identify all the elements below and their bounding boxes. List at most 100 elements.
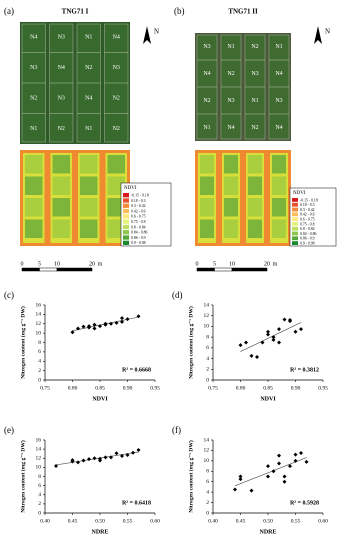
data-point: [293, 452, 298, 457]
x-tick-label: 0.55: [291, 518, 301, 524]
legend-swatch: [123, 214, 129, 219]
plot-label: N2: [85, 65, 92, 71]
y-tick-label: 12: [204, 313, 210, 319]
legend-swatch: [292, 241, 298, 245]
legend-label: -0.15 - 0.18: [131, 194, 149, 198]
ndvi-plot: [248, 155, 262, 174]
y-tick-label: 2: [206, 367, 209, 373]
legend-label: 0.6 - 0.75: [131, 215, 146, 219]
data-point: [304, 459, 309, 464]
y-tick-label: 0: [38, 510, 41, 516]
y-tick-label: 6: [38, 483, 41, 489]
plot-label: N2: [113, 96, 120, 102]
legend-swatch: [292, 198, 298, 202]
x-tick-label: 0.50: [263, 518, 273, 524]
data-point: [98, 324, 102, 329]
x-tick-label: 0.45: [68, 518, 78, 524]
y-tick-label: 0: [206, 510, 209, 516]
panel-label: (d): [172, 290, 183, 300]
plot-label: N4: [275, 71, 282, 77]
plot-label: N3: [113, 65, 120, 71]
y-axis-label: Nitrogen content (mg g⁻¹ DW): [19, 440, 26, 513]
plot-label: N2: [251, 125, 258, 131]
scale-label: 10: [54, 261, 60, 267]
plot-label: N4: [203, 71, 210, 77]
legend-swatch: [292, 217, 298, 221]
data-point: [282, 317, 287, 322]
ndvi-plot: [25, 198, 43, 217]
ndvi-plot: [107, 198, 125, 217]
legend-box: [120, 182, 172, 247]
x-tick-label: 0.90: [123, 385, 133, 391]
plot-label: N1: [203, 125, 210, 131]
legend-swatch: [292, 231, 298, 236]
r-squared: R² = 0.6418: [122, 500, 151, 506]
y-tick-label: 10: [36, 330, 42, 336]
data-point: [103, 455, 108, 460]
data-point: [282, 474, 287, 479]
legend-box: [289, 187, 337, 247]
legend-label: 0.84 - 0.86: [300, 232, 317, 236]
data-point: [293, 329, 298, 334]
plot-label: N1: [251, 98, 258, 104]
ndvi-plot: [107, 219, 125, 238]
legend-swatch: [123, 203, 129, 208]
plot-label: N2: [58, 126, 65, 132]
ndvi-plot: [80, 176, 98, 195]
data-point: [54, 464, 58, 469]
data-point: [282, 479, 287, 484]
data-point: [277, 461, 281, 466]
y-tick-label: 12: [36, 456, 42, 462]
plot-label: N1: [85, 35, 92, 41]
data-point: [120, 319, 124, 324]
y-tick-label: 2: [38, 368, 41, 374]
ndvi-plot: [52, 219, 70, 238]
ndvi-plot: [224, 155, 238, 174]
plot-label: N2: [113, 126, 120, 132]
y-tick-label: 4: [38, 359, 41, 365]
plot-label: N3: [58, 35, 65, 41]
data-point: [131, 450, 135, 455]
ndvi-plot: [248, 219, 262, 238]
data-point: [87, 457, 91, 462]
data-point: [92, 322, 97, 327]
legend-swatch: [292, 222, 298, 226]
data-point: [277, 327, 281, 332]
scale-segment: [214, 267, 233, 272]
north-arrow: [314, 26, 322, 44]
ndvi-plot: [224, 176, 238, 195]
legend-label: 0.75 - 0.8: [131, 220, 146, 224]
x-tick-label: 0.85: [95, 385, 105, 391]
scale-label: 0: [21, 261, 24, 267]
legend-label: 0.86 - 0.9: [300, 237, 315, 241]
data-point: [255, 354, 259, 359]
plot-label: N4: [275, 125, 282, 131]
y-tick-label: 12: [36, 321, 42, 327]
scale-label: 5: [213, 261, 216, 267]
data-point: [136, 448, 141, 453]
ndvi-plot: [107, 176, 125, 195]
panel-label: (f): [172, 425, 181, 435]
panel-label: (a): [4, 6, 14, 16]
x-tick-label: 0.75: [40, 385, 50, 391]
x-tick-label: 0.80: [236, 385, 246, 391]
data-point: [98, 458, 102, 463]
legend-swatch: [123, 198, 129, 203]
legend-swatch: [292, 236, 298, 241]
legend-label: 0.3 - 0.42: [300, 208, 315, 212]
data-point: [81, 324, 86, 329]
data-point: [103, 322, 108, 327]
x-tick-label: 0.60: [150, 518, 160, 524]
data-point: [92, 326, 97, 331]
data-point: [125, 453, 130, 458]
x-tick-label: 0.90: [291, 385, 301, 391]
x-tick-label: 0.40: [208, 518, 218, 524]
x-axis-label: NDVI: [260, 396, 276, 402]
north-label: N: [325, 28, 330, 36]
plot-label: N2: [227, 71, 234, 77]
ndvi-plot: [200, 176, 214, 195]
x-tick-label: 0.40: [40, 518, 50, 524]
data-point: [266, 332, 270, 337]
data-point: [70, 458, 75, 463]
panel-title: TNG71 II: [228, 8, 258, 16]
